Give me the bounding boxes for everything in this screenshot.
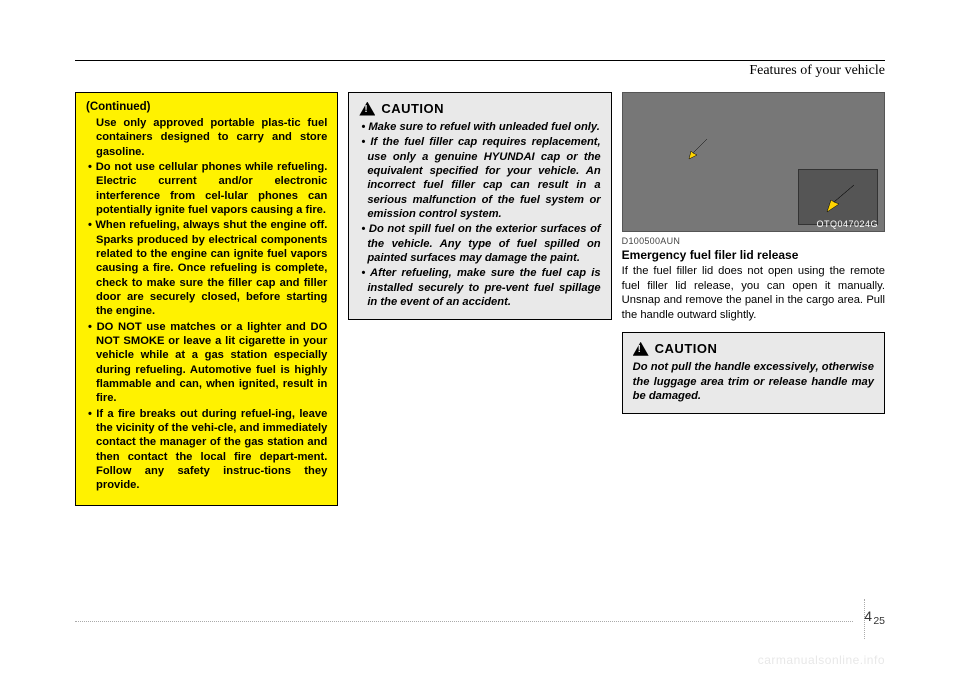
column-2: CAUTION • Make sure to refuel with unlea… xyxy=(348,92,611,506)
caution-body-2: Do not pull the handle excessively, othe… xyxy=(633,360,874,403)
warning-intro: Use only approved portable plas-tic fuel… xyxy=(86,116,327,159)
section-title: Features of your vehicle xyxy=(749,63,885,79)
warning-bullet-2: • When refueling, always shut the engine… xyxy=(86,218,327,318)
caution-body: • Make sure to refuel with unleaded fuel… xyxy=(359,120,600,309)
pull-arrow-icon xyxy=(683,133,713,163)
manual-page: Features of your vehicle (Continued) Use… xyxy=(0,0,960,679)
caution-bullet-1: • Make sure to refuel with unleaded fuel… xyxy=(359,120,600,134)
caution-icon xyxy=(359,102,375,116)
page-footer: 4 25 xyxy=(75,611,885,639)
caution-box-handle: CAUTION Do not pull the handle excessive… xyxy=(622,332,885,414)
caution-header-2: CAUTION xyxy=(633,341,874,356)
warning-bullet-4: • If a fire breaks out during refuel-ing… xyxy=(86,407,327,493)
dotted-rule-h xyxy=(75,621,853,622)
image-id-label: OTQ047024G xyxy=(816,219,878,229)
caution-header: CAUTION xyxy=(359,101,600,116)
warning-body: Use only approved portable plas-tic fuel… xyxy=(86,116,327,493)
instruction-photo: OTQ047024G xyxy=(622,92,885,232)
caution-bullet-3: • Do not spill fuel on the exterior surf… xyxy=(359,222,600,265)
page-number: 25 xyxy=(873,615,885,627)
caution-icon xyxy=(633,342,649,356)
continued-label: (Continued) xyxy=(86,101,327,113)
warning-continued-box: (Continued) Use only approved portable p… xyxy=(75,92,338,506)
warning-bullet-1: • Do not use cellular phones while refue… xyxy=(86,160,327,217)
body-paragraph: If the fuel filler lid does not open usi… xyxy=(622,264,885,322)
inset-photo xyxy=(798,169,878,225)
inset-arrow-icon xyxy=(799,170,879,226)
chapter-number: 4 xyxy=(864,608,872,624)
content-columns: (Continued) Use only approved portable p… xyxy=(75,92,885,506)
watermark: carmanualsonline.info xyxy=(758,653,885,667)
caution-bullet-4: • After refueling, make sure the fuel ca… xyxy=(359,266,600,309)
caution-bullet-2: • If the fuel filler cap requires replac… xyxy=(359,135,600,221)
procedure-code: D100500AUN xyxy=(622,236,885,246)
subheading: Emergency fuel filer lid release xyxy=(622,248,885,262)
caution-title: CAUTION xyxy=(381,101,444,116)
caution-title-2: CAUTION xyxy=(655,341,718,356)
warning-bullet-3: • DO NOT use matches or a lighter and DO… xyxy=(86,320,327,406)
caution-box-fuel: CAUTION • Make sure to refuel with unlea… xyxy=(348,92,611,320)
column-3: OTQ047024G D100500AUN Emergency fuel fil… xyxy=(622,92,885,506)
header-rule: Features of your vehicle xyxy=(75,60,885,82)
column-1: (Continued) Use only approved portable p… xyxy=(75,92,338,506)
